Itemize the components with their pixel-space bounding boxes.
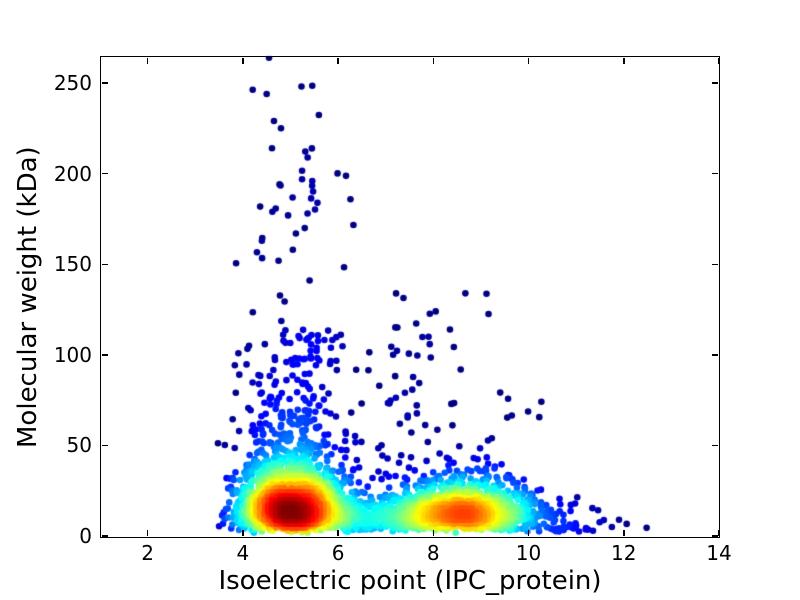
y-tick-label: 100 [53,342,92,367]
x-tick-label: 6 [331,541,345,565]
x-tick [242,57,244,64]
y-tick [711,82,718,84]
x-tick-label: 8 [426,541,440,565]
x-tick [337,57,339,64]
y-tick [711,263,718,266]
y-tick [101,263,108,266]
y-tick-label: 50 [66,433,92,458]
x-tick-label: 12 [611,541,637,565]
y-tick-label: 0 [79,524,92,548]
y-tick-label: 200 [53,161,92,186]
x-axis-label: Isoelectric point (IPC_protein) [218,566,602,596]
x-tick [146,57,149,64]
x-tick [527,530,530,536]
y-tick [711,535,718,537]
y-tick-label: 150 [53,252,92,277]
y-tick [101,444,108,447]
y-axis-label: Molecular weight (kDa) [13,146,43,448]
y-tick [711,354,718,356]
x-tick [718,530,720,536]
y-tick [711,172,718,175]
y-tick-label: 250 [53,71,92,96]
y-tick [101,82,108,84]
x-tick [623,57,625,64]
y-tick [101,354,108,356]
x-tick [527,57,530,64]
x-tick [146,530,149,536]
x-tick [337,530,339,536]
x-tick-label: 2 [141,541,154,565]
y-tick [101,535,108,537]
x-tick [242,530,244,536]
x-tick-label: 4 [236,541,250,565]
x-tick [432,530,435,536]
x-tick [623,530,625,536]
x-tick-label: 10 [515,541,542,565]
x-tick [432,57,435,64]
y-tick [101,172,108,175]
x-tick-label: 14 [706,541,732,565]
y-tick [711,444,718,447]
x-tick [718,57,720,64]
